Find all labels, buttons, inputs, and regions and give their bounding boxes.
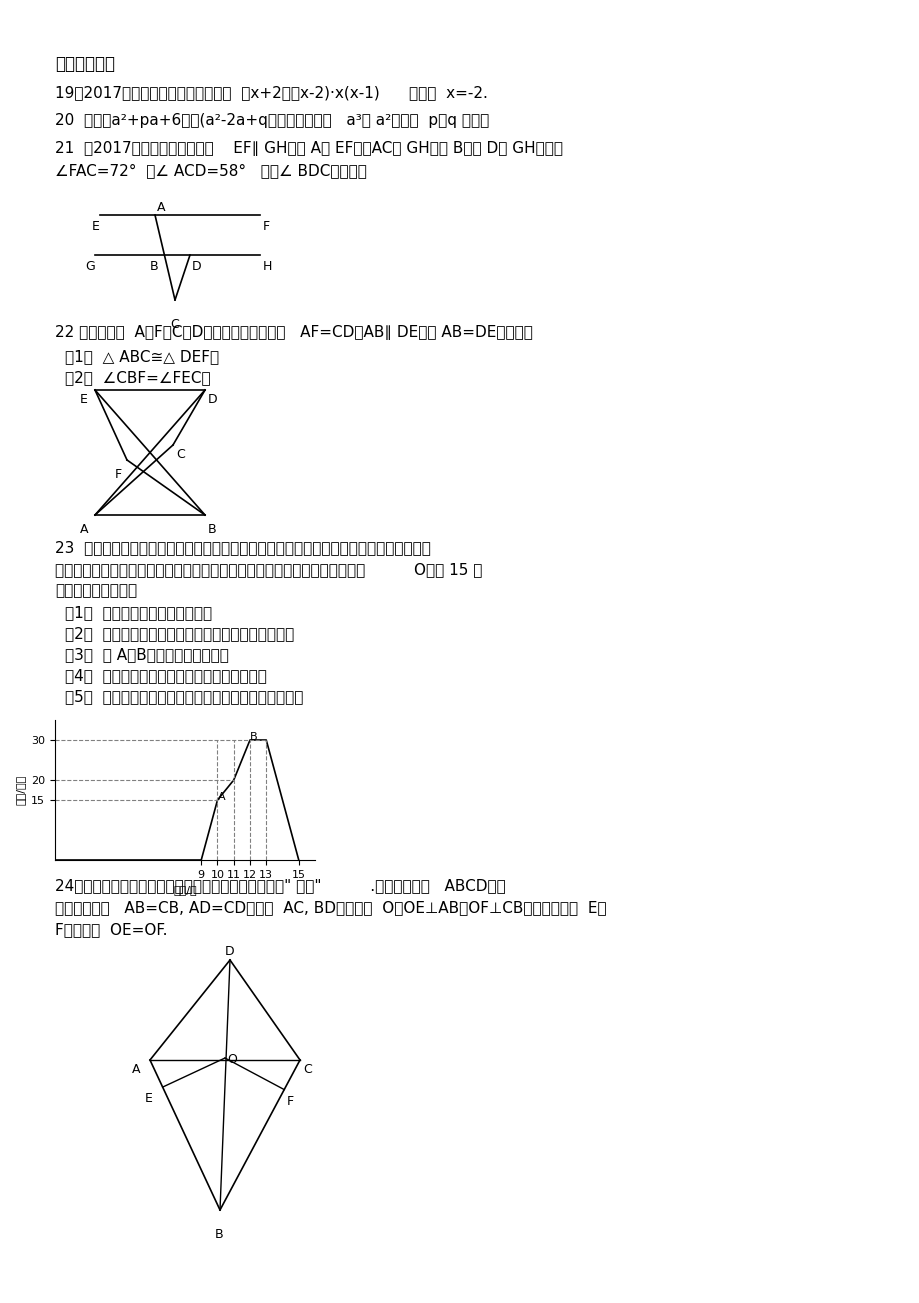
- Text: D: D: [225, 945, 234, 958]
- Text: B: B: [150, 261, 158, 274]
- Text: 20  已知（a²+pa+6）与(a²-2a+q）的乘积中不含   a³和 a²项，求  p、q 的值．: 20 已知（a²+pa+6）与(a²-2a+q）的乘积中不含 a³和 a²项，求…: [55, 113, 489, 128]
- Text: B: B: [250, 732, 257, 741]
- Text: （3）  点 A，B分别表示什么意思？: （3） 点 A，B分别表示什么意思？: [65, 648, 229, 662]
- Text: 然后再接着去穆阳白云山，他把一天的时间做了一个规划，下面是小明一天从          O点到 15 点: 然后再接着去穆阳白云山，他把一天的时间做了一个规划，下面是小明一天从 O点到 1…: [55, 562, 482, 577]
- Text: 个筝形，其中   AB=CB, AD=CD对角线  AC, BD相交于点  O，OE⊥AB，OF⊥CB，垂足分别是  E，: 个筝形，其中 AB=CB, AD=CD对角线 AC, BD相交于点 O，OE⊥A…: [55, 900, 606, 915]
- Text: D: D: [192, 261, 201, 274]
- Text: A: A: [80, 523, 88, 536]
- Text: A: A: [157, 201, 165, 214]
- Text: 的离家距离的情况．: 的离家距离的情况．: [55, 582, 137, 598]
- Text: E: E: [80, 394, 88, 407]
- Text: F: F: [263, 220, 270, 233]
- Text: O: O: [227, 1053, 236, 1066]
- Text: A: A: [217, 792, 225, 803]
- Text: （2）  ∠CBF=∠FEC．: （2） ∠CBF=∠FEC．: [65, 370, 210, 384]
- Text: C: C: [170, 318, 178, 331]
- Text: C: C: [176, 448, 185, 461]
- Text: B: B: [208, 523, 216, 536]
- Text: 三、解答题．: 三、解答题．: [55, 55, 115, 73]
- Text: （1）  △ ABC≅△ DEF；: （1） △ ABC≅△ DEF；: [65, 349, 219, 364]
- Text: F: F: [115, 468, 122, 481]
- Y-axis label: 距离/千米: 距离/千米: [16, 775, 26, 805]
- Text: （5）  这次出游，小明从出发到回到家，一共用时多长？: （5） 这次出游，小明从出发到回到家，一共用时多长？: [65, 689, 303, 704]
- Text: 21  （2017．重庆）如图，直线    EF∥ GH，点 A在 EF上，AC交 GH于点 B，点 D在 GH上，若: 21 （2017．重庆）如图，直线 EF∥ GH，点 A在 EF上，AC交 GH…: [55, 141, 562, 156]
- Text: 23  小明家在下白石，他很想一个人去穆阳白云山玩，不过他要先匀速骑车到赛岐停留下，: 23 小明家在下白石，他很想一个人去穆阳白云山玩，不过他要先匀速骑车到赛岐停留下…: [55, 539, 430, 555]
- Text: C: C: [302, 1063, 312, 1076]
- Text: ∠FAC=72°  ，∠ ACD=58°   ，求∠ BDC的度数．: ∠FAC=72° ，∠ ACD=58° ，求∠ BDC的度数．: [55, 163, 367, 179]
- Text: （2）  小明在赛岐停留了多久，赛岐距离小明家多远？: （2） 小明在赛岐停留了多久，赛岐距离小明家多远？: [65, 625, 294, 641]
- Text: D: D: [208, 394, 218, 407]
- Text: （4）  小明在什么时间范围内，从白云山回家？: （4） 小明在什么时间范围内，从白云山回家？: [65, 668, 267, 683]
- X-axis label: 时间/时: 时间/时: [173, 885, 197, 895]
- Text: G: G: [85, 261, 95, 274]
- Text: （1）  小明什么时候从家出发的？: （1） 小明什么时候从家出发的？: [65, 605, 212, 620]
- Text: F．试说明  OE=OF.: F．试说明 OE=OF.: [55, 923, 167, 937]
- Text: 22 如图，已知  A、F、C、D四点在同一直线上，   AF=CD，AB∥ DE，且 AB=DE试说明：: 22 如图，已知 A、F、C、D四点在同一直线上， AF=CD，AB∥ DE，且…: [55, 324, 532, 340]
- Text: E: E: [92, 220, 100, 233]
- Text: E: E: [144, 1092, 153, 1105]
- Text: 24（孝感中考）我们把两组邻边分别相等的四边形叫做" 筝形"          .如图；四边形   ABCD是一: 24（孝感中考）我们把两组邻边分别相等的四边形叫做" 筝形" .如图；四边形 A…: [55, 878, 505, 893]
- Text: 19（2017．常州）先化简，再求值：  （x+2）（x-2)·x(x-1)      ，其中  x=-2.: 19（2017．常州）先化简，再求值： （x+2）（x-2)·x(x-1) ，其…: [55, 85, 487, 100]
- Text: F: F: [287, 1095, 294, 1108]
- Text: A: A: [131, 1063, 141, 1076]
- Text: H: H: [263, 261, 272, 274]
- Text: B: B: [215, 1227, 223, 1240]
